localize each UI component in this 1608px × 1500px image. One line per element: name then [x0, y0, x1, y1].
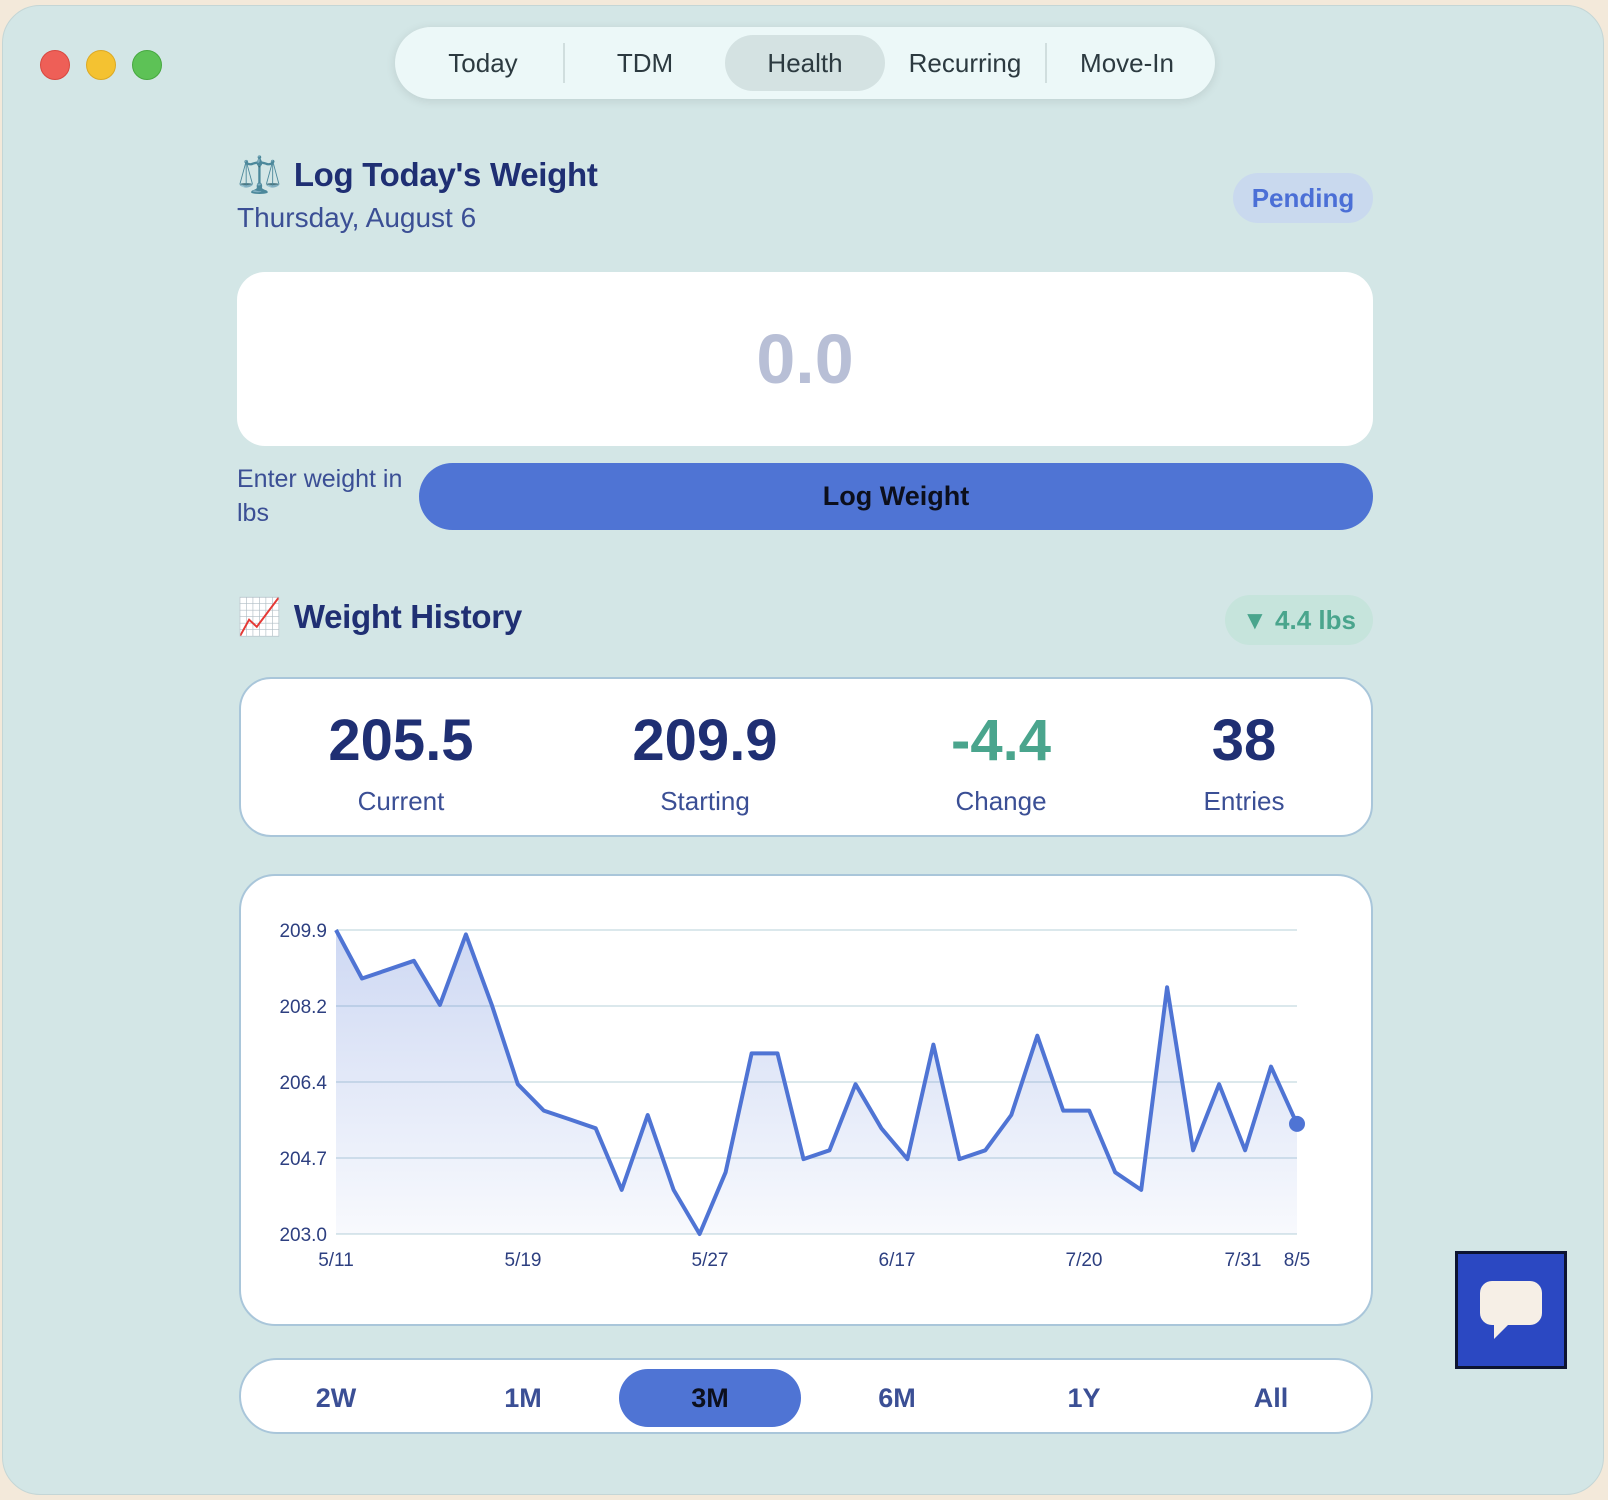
y-tick-label: 203.0: [279, 1225, 327, 1246]
stat-entries: 38 Entries: [1114, 679, 1374, 817]
minimize-window-button[interactable]: [86, 50, 116, 80]
x-tick-label: 5/27: [692, 1250, 729, 1271]
x-tick-label: 6/17: [879, 1250, 916, 1271]
chart-increasing-icon: 📈: [237, 596, 282, 637]
range-selector: 2W 1M 3M 6M 1Y All: [239, 1358, 1373, 1434]
stat-starting: 209.9 Starting: [575, 679, 835, 817]
x-tick-label: 8/5: [1284, 1250, 1310, 1271]
range-2w[interactable]: 2W: [315, 1382, 357, 1413]
stat-label: Current: [357, 786, 445, 816]
scale-icon: ⚖️: [237, 154, 282, 195]
stat-label: Starting: [660, 786, 750, 816]
weight-input-hint: Enter weight in lbs: [237, 465, 403, 527]
stat-value: 38: [1211, 708, 1277, 773]
change-badge: ▼ 4.4 lbs: [1225, 595, 1373, 645]
range-1m[interactable]: 1M: [504, 1382, 542, 1413]
tab-divider: [1045, 43, 1047, 83]
chat-bubble-icon: [1480, 1281, 1542, 1339]
x-tick-label: 5/11: [318, 1250, 354, 1271]
y-tick-label: 209.9: [279, 921, 327, 942]
range-1y[interactable]: 1Y: [1067, 1382, 1101, 1413]
app-window: Today TDM Health Recurring Move-In ⚖️ Lo…: [2, 5, 1604, 1495]
stat-value: 209.9: [632, 708, 778, 773]
latest-point: [1289, 1115, 1305, 1132]
x-tick-label: 5/19: [505, 1250, 542, 1271]
stat-value: 205.5: [328, 708, 474, 773]
range-all[interactable]: All: [1253, 1382, 1289, 1413]
series-area: [336, 930, 1297, 1234]
log-weight-button[interactable]: Log Weight: [419, 463, 1373, 530]
status-badge: Pending: [1233, 173, 1373, 223]
stat-change: -4.4 Change: [871, 679, 1131, 817]
x-tick-label: 7/20: [1066, 1250, 1103, 1271]
tab-bar: Today TDM Health Recurring Move-In: [395, 27, 1215, 99]
stat-value: -4.4: [951, 708, 1051, 773]
weight-history-header: 📈 Weight History: [237, 596, 522, 638]
zoom-window-button[interactable]: [132, 50, 162, 80]
weight-chart: 209.9 208.2 206.4 204.7 203.0 5/11 5/19 5/27 6/…: [279, 921, 1310, 1271]
tab-today[interactable]: Today: [448, 47, 518, 78]
close-window-button[interactable]: [40, 50, 70, 80]
range-3m[interactable]: 3M: [619, 1369, 801, 1427]
weight-chart-card: 209.9 208.2 206.4 204.7 203.0 5/11 5/19 5/27 6/…: [239, 874, 1373, 1326]
log-weight-title: Log Today's Weight: [293, 156, 598, 193]
stat-label: Entries: [1203, 786, 1285, 816]
stats-card: 205.5 Current 209.9 Starting -4.4 Change…: [239, 677, 1373, 837]
tab-move-in[interactable]: Move-In: [1080, 47, 1174, 78]
weight-input[interactable]: [503, 318, 1107, 400]
log-weight-header: ⚖️ Log Today's Weight: [237, 154, 598, 196]
stat-label: Change: [955, 786, 1047, 816]
x-tick-label: 7/31: [1225, 1250, 1262, 1271]
log-date: Thursday, August 6: [237, 202, 477, 233]
tab-tdm[interactable]: TDM: [616, 47, 674, 78]
stat-current: 205.5 Current: [271, 679, 531, 817]
y-tick-label: 208.2: [279, 997, 327, 1018]
tab-divider: [563, 43, 565, 83]
tab-recurring[interactable]: Recurring: [908, 47, 1022, 78]
chat-button[interactable]: [1455, 1251, 1567, 1369]
weight-input-card: [237, 272, 1373, 446]
series-line: [334, 929, 1299, 1236]
range-6m[interactable]: 6M: [878, 1382, 916, 1413]
weight-history-title: Weight History: [293, 598, 522, 635]
y-tick-label: 206.4: [279, 1073, 327, 1094]
tab-health[interactable]: Health: [725, 35, 885, 91]
y-tick-label: 204.7: [279, 1149, 327, 1170]
